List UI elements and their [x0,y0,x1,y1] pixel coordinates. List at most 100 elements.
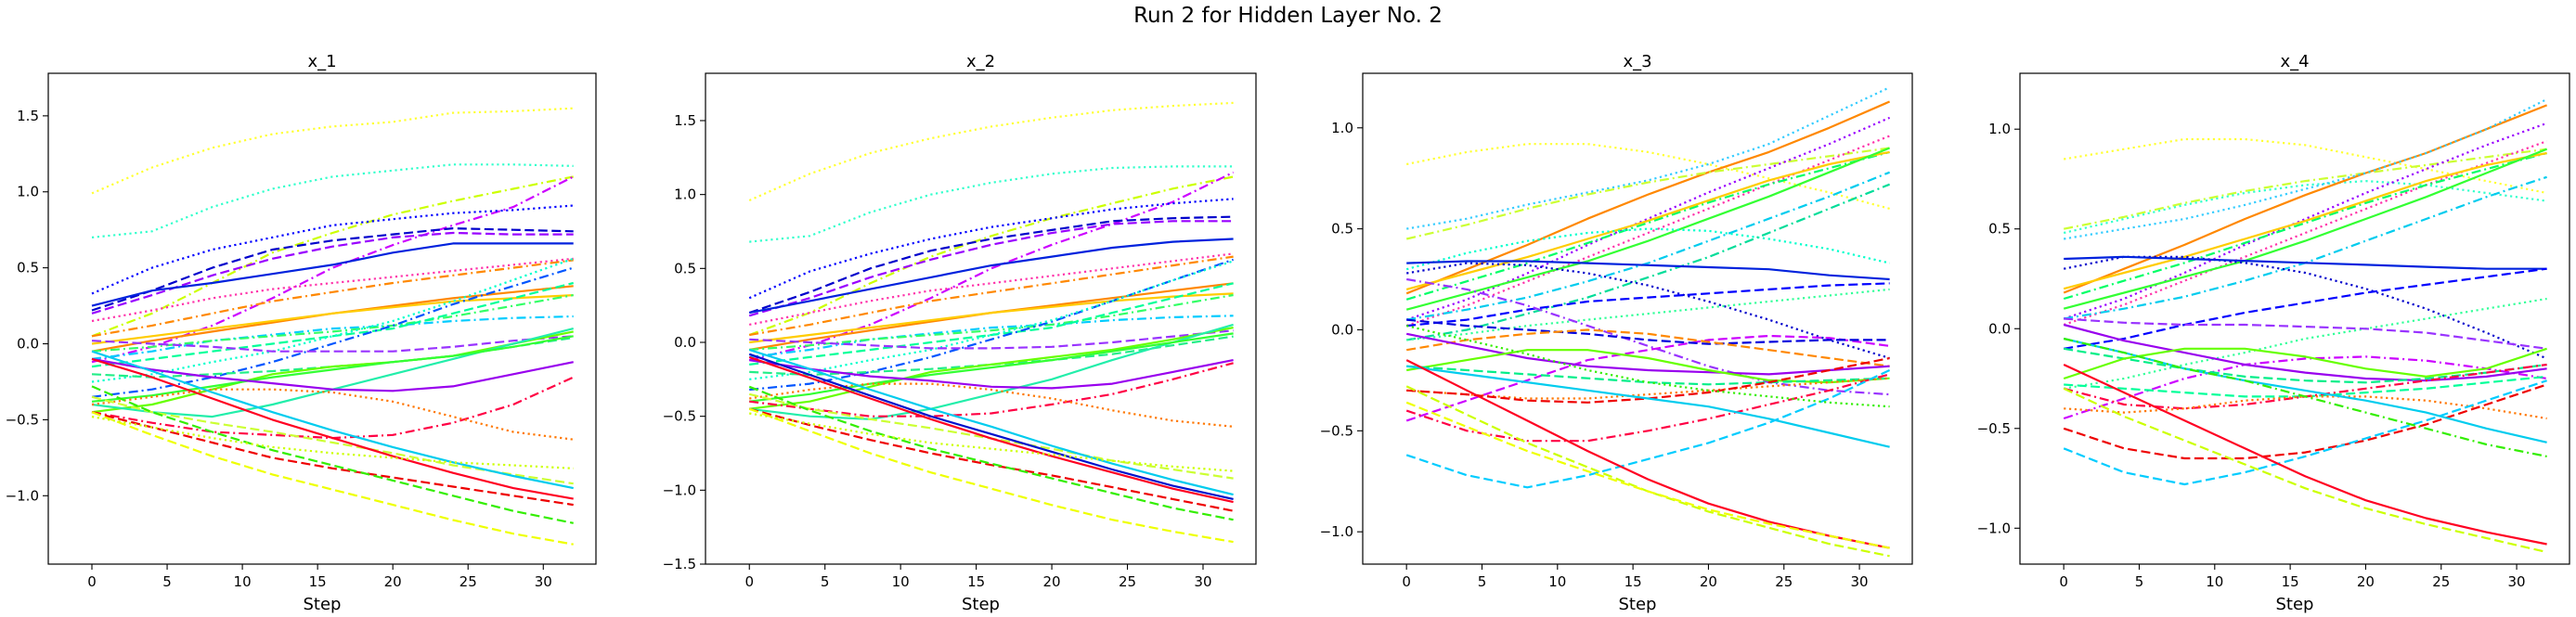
series-line-17 [91,257,575,383]
series-line-22 [1406,349,1890,384]
series-line-1 [2064,137,2547,195]
series-line-6 [1405,135,1891,328]
series-line-25 [749,382,1234,428]
y-tick-label: 1.0 [17,184,39,200]
series-line-2 [2063,148,2547,230]
series-line-32 [748,407,1234,544]
series-line-19 [2064,347,2547,384]
x-tick-label: 25 [2432,573,2450,590]
series-group [1405,86,1891,558]
series-line-12 [749,292,1234,344]
series-line-9 [2063,151,2547,290]
series-line-13 [91,315,574,360]
series-line-26 [2063,379,2547,486]
y-tick-label: −0.5 [1320,422,1353,439]
series-line-30 [91,385,574,524]
x-tick-label: 30 [535,573,552,590]
y-tick-label: −0.5 [6,411,39,428]
series-line-32 [91,416,574,469]
y-tick-label: −0.5 [663,408,696,425]
series-line-5 [2064,98,2548,240]
series-line-17 [749,260,1234,380]
x-tick-label: 5 [162,573,172,590]
y-tick-label: −1.0 [663,482,696,498]
y-tick-label: −0.5 [1977,420,2011,437]
series-line-31 [1405,385,1890,558]
x-tick-label: 30 [2508,573,2526,590]
series-line-5 [91,204,574,295]
series-line-8 [748,238,1234,315]
series-line-3 [2063,180,2547,235]
y-tick-label: −1.0 [1320,523,1353,540]
x-axis-label: Step [1619,595,1657,614]
x-tick-label: 25 [1119,573,1136,590]
series-line-31 [748,385,1234,521]
series-line-10 [91,259,574,338]
series-line-15 [2064,297,2547,390]
series-line-9 [748,252,1234,326]
series-line-22 [91,335,574,403]
series-line-10 [1406,171,1891,321]
series-line-1 [748,101,1234,202]
series-line-28 [748,353,1234,500]
series-line-10 [749,255,1234,337]
y-tick-label: 0.0 [17,336,39,353]
x-tick-label: 5 [2135,573,2144,590]
series-line-2 [91,163,574,238]
series-group [91,107,575,546]
series-line-14 [91,294,574,353]
series-line-9 [91,257,574,323]
x-tick-label: 15 [309,573,327,590]
series-line-33 [749,412,1234,472]
series-line-24 [2063,383,2547,460]
axes-frame [705,72,1257,565]
series-line-30 [748,407,1234,512]
series-line-6 [91,227,574,312]
series-line-2 [749,165,1234,243]
series-line-27 [2063,337,2547,457]
series-line-27 [1406,365,1890,448]
x-tick-label: 0 [744,573,754,590]
x-tick-label: 20 [384,573,402,590]
x-tick-label: 20 [2357,573,2375,590]
series-line-1 [91,107,574,195]
series-line-13 [1406,262,1890,360]
x-tick-label: 25 [460,573,477,590]
y-tick-label: 0.5 [1331,221,1353,238]
series-line-12 [91,294,574,345]
series-line-20 [749,327,1234,410]
series-line-28 [1405,369,1891,489]
series-line-17 [2063,355,2547,420]
series-line-5 [1405,116,1891,321]
series-line-29 [748,355,1234,504]
series-line-8 [2063,151,2547,301]
series-line-13 [749,315,1234,358]
series-line-26 [1406,356,1890,404]
series-line-16 [2064,317,2547,350]
series-line-16 [1406,288,1890,341]
y-tick-label: 1.0 [674,186,696,203]
subplot-1: 0 5 10 15 20 25 30 −1.0 −0.5 0.0 0.5 1.0 1.5 x_1 Step [6,52,597,614]
y-tick-label: 1.5 [17,108,39,124]
axes-frame [2019,72,2570,565]
series-line-23 [749,359,1234,390]
series-line-29 [2063,387,2547,554]
series-line-14 [1406,260,1890,281]
x-tick-label: 20 [1043,573,1061,590]
series-line-21 [1405,332,1890,376]
series-line-8 [1405,150,1890,290]
x-tick-label: 25 [1775,573,1793,590]
series-line-5 [748,198,1234,300]
series-line-13 [2064,255,2547,270]
series-line-3 [91,175,574,338]
x-tick-label: 30 [1851,573,1869,590]
x-tick-label: 15 [2282,573,2299,590]
series-line-31 [91,411,574,546]
series-line-15 [749,282,1234,366]
series-line-17 [1406,277,1890,396]
y-tick-label: 0.5 [674,260,696,276]
subplot-4: 0 5 10 15 20 25 30 −1.0 −0.5 0.0 0.5 1.0 x_4 Step [1977,52,2570,614]
y-tick-label: 0.5 [1988,221,2011,238]
series-line-25 [91,388,574,441]
